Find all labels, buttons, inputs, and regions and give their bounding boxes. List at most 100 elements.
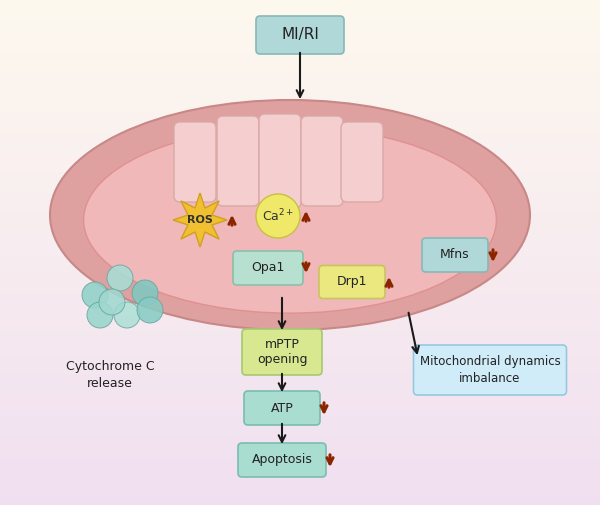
Bar	[0, 366, 600, 370]
Bar	[0, 143, 600, 147]
Bar	[0, 341, 600, 345]
Bar	[0, 450, 600, 454]
Bar	[0, 379, 600, 383]
Bar	[0, 269, 600, 274]
Bar	[0, 417, 600, 421]
Bar	[0, 211, 600, 215]
Circle shape	[82, 282, 108, 308]
Bar	[0, 59, 600, 63]
Bar	[0, 391, 600, 395]
Text: Opa1: Opa1	[251, 262, 284, 275]
Bar	[0, 454, 600, 459]
Bar	[0, 240, 600, 244]
Text: Cytochrome C
release: Cytochrome C release	[65, 360, 154, 390]
Bar	[0, 34, 600, 38]
Bar	[0, 110, 600, 114]
Bar	[0, 177, 600, 181]
Bar	[0, 433, 600, 438]
Bar	[0, 294, 600, 299]
Bar	[0, 265, 600, 269]
Text: Drp1: Drp1	[337, 276, 367, 288]
Bar	[0, 181, 600, 185]
Bar	[0, 0, 600, 4]
Bar	[0, 362, 600, 366]
Bar	[0, 168, 600, 173]
Bar	[0, 404, 600, 408]
Bar	[0, 358, 600, 362]
Bar	[0, 395, 600, 400]
Bar	[0, 488, 600, 492]
FancyBboxPatch shape	[422, 238, 488, 272]
Bar	[0, 156, 600, 160]
Bar	[0, 400, 600, 404]
Bar	[0, 122, 600, 126]
Text: ATP: ATP	[271, 401, 293, 415]
Bar	[0, 459, 600, 463]
Bar	[0, 9, 600, 13]
Text: Apoptosis: Apoptosis	[251, 453, 313, 467]
Bar	[0, 387, 600, 391]
FancyBboxPatch shape	[238, 443, 326, 477]
Bar	[0, 257, 600, 261]
Bar	[0, 67, 600, 72]
Bar	[0, 219, 600, 223]
Bar	[0, 63, 600, 67]
FancyBboxPatch shape	[259, 114, 301, 208]
Bar	[0, 29, 600, 34]
Bar	[0, 496, 600, 501]
Bar	[0, 17, 600, 21]
Bar	[0, 413, 600, 417]
Bar	[0, 278, 600, 282]
Bar	[0, 114, 600, 118]
Bar	[0, 463, 600, 467]
Bar	[0, 76, 600, 80]
Bar	[0, 244, 600, 248]
Bar	[0, 324, 600, 328]
Bar	[0, 370, 600, 375]
Text: Mfns: Mfns	[440, 248, 470, 262]
Text: MI/RI: MI/RI	[281, 27, 319, 42]
FancyBboxPatch shape	[174, 122, 216, 202]
Bar	[0, 173, 600, 177]
Bar	[0, 139, 600, 143]
Bar	[0, 21, 600, 25]
Bar	[0, 375, 600, 379]
FancyBboxPatch shape	[233, 251, 303, 285]
Bar	[0, 501, 600, 505]
Circle shape	[132, 280, 158, 306]
Bar	[0, 92, 600, 97]
FancyBboxPatch shape	[256, 16, 344, 54]
Bar	[0, 105, 600, 110]
Circle shape	[256, 194, 300, 238]
Bar	[0, 261, 600, 265]
Bar	[0, 320, 600, 324]
Bar	[0, 84, 600, 88]
Circle shape	[99, 289, 125, 315]
Bar	[0, 97, 600, 101]
Bar	[0, 383, 600, 387]
Bar	[0, 130, 600, 135]
Bar	[0, 307, 600, 312]
Bar	[0, 282, 600, 286]
Bar	[0, 408, 600, 413]
Bar	[0, 72, 600, 76]
FancyBboxPatch shape	[242, 329, 322, 375]
Bar	[0, 206, 600, 211]
Ellipse shape	[83, 127, 496, 313]
Bar	[0, 164, 600, 168]
FancyBboxPatch shape	[301, 116, 343, 206]
Bar	[0, 193, 600, 198]
Bar	[0, 480, 600, 484]
FancyBboxPatch shape	[319, 266, 385, 298]
Bar	[0, 252, 600, 257]
Bar	[0, 274, 600, 278]
Bar	[0, 38, 600, 42]
Bar	[0, 101, 600, 105]
Bar	[0, 50, 600, 55]
Bar	[0, 492, 600, 496]
Bar	[0, 236, 600, 240]
Bar	[0, 147, 600, 151]
Polygon shape	[173, 193, 227, 247]
Bar	[0, 484, 600, 488]
Bar	[0, 429, 600, 433]
